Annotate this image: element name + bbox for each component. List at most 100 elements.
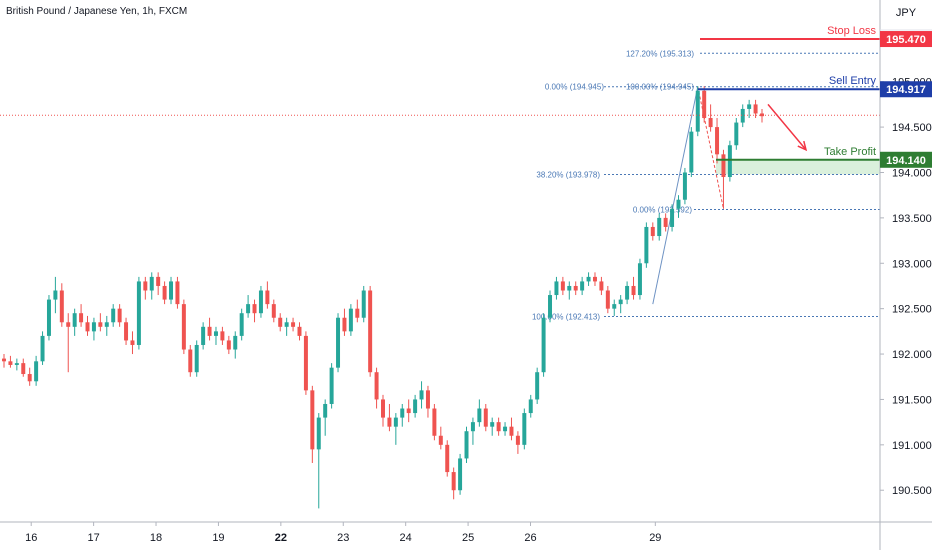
candle-body	[445, 444, 450, 473]
candle-body	[477, 408, 482, 423]
candle-body	[490, 422, 495, 427]
candle-body	[252, 304, 257, 314]
candle-body	[586, 276, 591, 282]
candle-body	[355, 308, 360, 318]
x-tick-label: 22	[275, 532, 287, 544]
candle-body	[124, 322, 129, 341]
candle-body	[156, 276, 161, 286]
candle-body	[522, 413, 527, 445]
candle-body	[169, 281, 174, 300]
candle-body	[464, 431, 469, 459]
candle-body	[458, 458, 463, 491]
candle-body	[560, 281, 565, 291]
candle-body	[291, 322, 296, 327]
candle-body	[425, 390, 430, 409]
candle-body	[188, 349, 193, 373]
candle-body	[130, 340, 135, 345]
price-labels-layer: 195.470 194.917 194.140	[880, 31, 932, 168]
symbol-title: British Pound / Japanese Yen, 1h, FXCM	[6, 6, 188, 17]
candle-body	[310, 390, 315, 450]
candle-body	[419, 390, 424, 400]
fib-label-100: 100.00% (194.945)	[626, 83, 694, 92]
fib-label-0-top: 0.00% (194.945)	[545, 83, 604, 92]
candle-body	[303, 335, 308, 391]
candle-body	[104, 322, 109, 327]
candle-body	[528, 399, 533, 414]
currency-label: JPY	[896, 7, 917, 19]
candle-body	[59, 290, 64, 323]
candle-body	[27, 374, 32, 382]
candle-body	[515, 435, 520, 445]
fib-trend-leg-up	[652, 86, 699, 305]
candle-body	[111, 308, 116, 323]
candle-body	[162, 285, 167, 300]
candle-body	[451, 472, 456, 491]
x-tick-label: 17	[87, 532, 99, 544]
candle-body	[535, 372, 540, 400]
fib-label-0-bottom: 0.00% (193.592)	[633, 206, 692, 215]
x-tick-label: 18	[150, 532, 162, 544]
candle-body	[2, 358, 6, 362]
candle-body	[143, 281, 148, 291]
candle-body	[503, 426, 508, 432]
candle-body	[72, 313, 77, 327]
candle-body	[567, 285, 572, 291]
candle-body	[715, 127, 720, 155]
candle-body	[747, 104, 752, 109]
candle-body	[676, 199, 681, 209]
candle-body	[670, 208, 675, 227]
candle-body	[650, 226, 655, 237]
candle-body	[631, 285, 636, 296]
candle-body	[361, 290, 366, 318]
fib-label-382: 38.20% (193.978)	[536, 170, 600, 179]
price-tag-2	[880, 151, 932, 168]
y-tick-label: 190.500	[892, 485, 932, 497]
candle-body	[406, 408, 411, 414]
candle-body	[239, 313, 244, 336]
candle-body	[413, 399, 418, 414]
candle-body	[592, 276, 597, 282]
candle-body	[136, 281, 141, 345]
candle-body	[98, 322, 103, 327]
trade-levels-layer: Stop Loss Sell Entry Take Profit	[0, 25, 880, 161]
candle-body	[374, 372, 379, 400]
candle-body	[8, 361, 13, 365]
candle-body	[149, 276, 154, 291]
candle-body	[226, 340, 231, 350]
price-tag-text-2: 194.140	[886, 155, 926, 167]
candle-body	[708, 118, 713, 128]
candle-body	[233, 335, 238, 350]
candle-body	[258, 290, 263, 314]
candle-body	[265, 290, 270, 305]
fibonacci-layer: 127.20% (195.313) 100.00% (194.945) 0.00% …	[532, 49, 880, 322]
candle-body	[336, 317, 341, 368]
candle-body	[740, 108, 745, 123]
y-tick-label: 192.500	[892, 304, 932, 316]
candle-body	[393, 417, 398, 427]
candle-body	[297, 326, 302, 336]
x-tick-label: 19	[212, 532, 224, 544]
candle-body	[432, 408, 437, 436]
price-tag-0	[880, 31, 932, 48]
candle-body	[541, 317, 546, 373]
candle-body	[689, 131, 694, 173]
candle-body	[753, 104, 758, 114]
candle-body	[278, 317, 283, 327]
fib-label-127: 127.20% (195.313)	[626, 49, 694, 58]
candle-body	[117, 308, 122, 323]
candle-body	[181, 304, 186, 350]
y-tick-label: 191.000	[892, 440, 932, 452]
candle-body	[271, 304, 276, 318]
candle-body	[34, 361, 39, 382]
candle-body	[194, 344, 199, 373]
candle-body	[663, 217, 668, 227]
candle-body	[284, 322, 289, 327]
candle-body	[400, 408, 405, 418]
candle-body	[599, 281, 604, 291]
candle-body	[483, 408, 488, 427]
candle-body	[246, 304, 251, 314]
candle-body	[381, 399, 385, 418]
